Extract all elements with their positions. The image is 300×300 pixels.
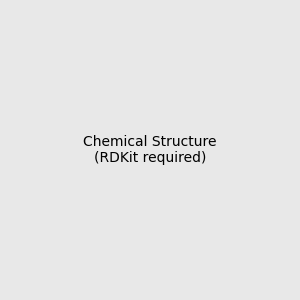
Text: Chemical Structure
(RDKit required): Chemical Structure (RDKit required)	[83, 135, 217, 165]
